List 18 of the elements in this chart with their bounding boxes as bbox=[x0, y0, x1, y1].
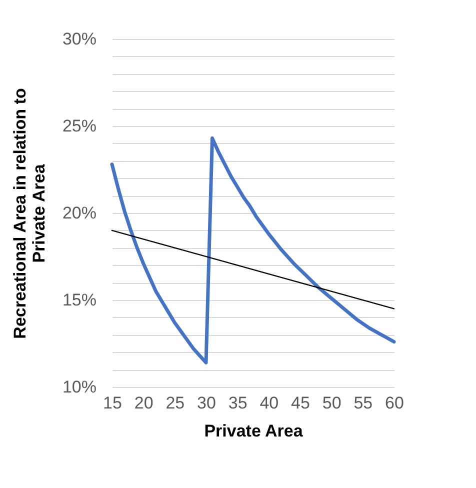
x-tick-label: 60 bbox=[385, 394, 404, 412]
x-tick-label: 30 bbox=[197, 394, 216, 412]
y-tick-label: 25% bbox=[62, 116, 96, 136]
x-tick-label: 35 bbox=[228, 394, 248, 412]
x-tick-label: 50 bbox=[322, 394, 342, 412]
y-axis-title: Recreational Area in relation to Private Area bbox=[10, 88, 48, 339]
x-tick-label: 45 bbox=[291, 394, 310, 412]
x-tick-label: 15 bbox=[103, 394, 122, 412]
x-tick-label: 20 bbox=[134, 394, 154, 412]
x-tick-label: 25 bbox=[166, 394, 185, 412]
x-tick-label: 55 bbox=[354, 394, 373, 412]
x-tick-label: 40 bbox=[260, 394, 279, 412]
x-axis-title: Private Area bbox=[204, 422, 304, 440]
line-series bbox=[110, 136, 396, 364]
y-tick-label: 15% bbox=[62, 290, 96, 310]
y-tick-label: 20% bbox=[62, 204, 96, 222]
y-tick-label: 30% bbox=[62, 30, 96, 48]
y-tick-label: 10% bbox=[62, 378, 96, 396]
